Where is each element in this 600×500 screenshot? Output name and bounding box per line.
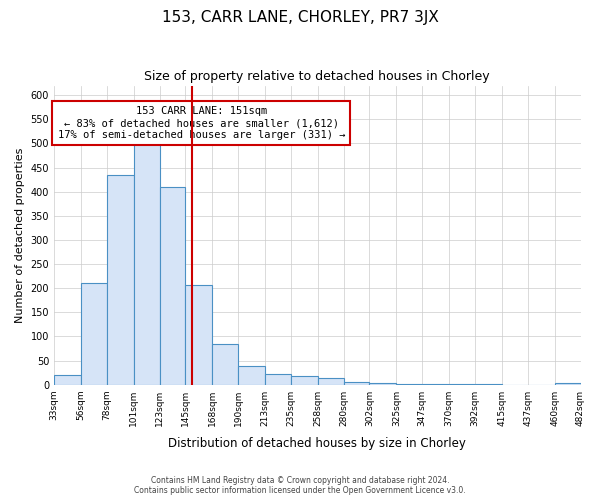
Text: 153 CARR LANE: 151sqm
← 83% of detached houses are smaller (1,612)
17% of semi-d: 153 CARR LANE: 151sqm ← 83% of detached … bbox=[58, 106, 345, 140]
Bar bbox=[81, 284, 107, 384]
Bar bbox=[370, 383, 397, 384]
Bar bbox=[344, 382, 370, 384]
Bar bbox=[160, 187, 185, 384]
Bar bbox=[265, 374, 291, 384]
Bar bbox=[54, 375, 81, 384]
Bar bbox=[291, 376, 318, 384]
X-axis label: Distribution of detached houses by size in Chorley: Distribution of detached houses by size … bbox=[169, 437, 466, 450]
Bar bbox=[555, 383, 581, 384]
Bar bbox=[212, 344, 238, 384]
Bar bbox=[107, 175, 134, 384]
Bar bbox=[185, 285, 212, 384]
Text: 153, CARR LANE, CHORLEY, PR7 3JX: 153, CARR LANE, CHORLEY, PR7 3JX bbox=[161, 10, 439, 25]
Title: Size of property relative to detached houses in Chorley: Size of property relative to detached ho… bbox=[145, 70, 490, 83]
Bar bbox=[134, 144, 160, 384]
Bar bbox=[318, 378, 344, 384]
Text: Contains HM Land Registry data © Crown copyright and database right 2024.
Contai: Contains HM Land Registry data © Crown c… bbox=[134, 476, 466, 495]
Bar bbox=[238, 366, 265, 384]
Y-axis label: Number of detached properties: Number of detached properties bbox=[15, 148, 25, 323]
